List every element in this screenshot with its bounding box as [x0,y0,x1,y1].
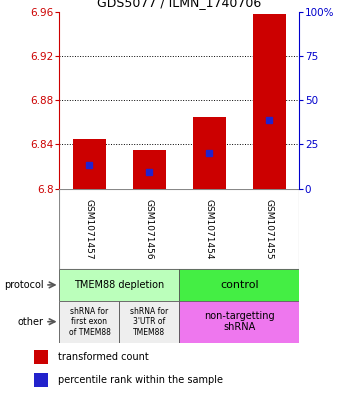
Text: transformed count: transformed count [58,352,149,362]
Text: protocol: protocol [4,280,44,290]
Text: non-targetting
shRNA: non-targetting shRNA [204,311,275,332]
Text: TMEM88 depletion: TMEM88 depletion [74,280,165,290]
Bar [180,269,299,301]
Bar [133,150,166,189]
Text: shRNA for
first exon
of TMEM88: shRNA for first exon of TMEM88 [69,307,110,336]
Text: other: other [18,317,44,327]
Bar [59,301,119,343]
Text: shRNA for
3'UTR of
TMEM88: shRNA for 3'UTR of TMEM88 [130,307,169,336]
Bar [59,269,180,301]
Bar [73,139,106,189]
Text: GSM1071456: GSM1071456 [145,198,154,259]
Bar [34,350,48,364]
Text: percentile rank within the sample: percentile rank within the sample [58,375,223,385]
Bar [253,14,286,189]
Text: GSM1071454: GSM1071454 [205,199,214,259]
Bar [193,117,226,189]
Bar [34,373,48,387]
Bar [119,301,180,343]
Text: control: control [220,280,259,290]
Text: GSM1071457: GSM1071457 [85,198,94,259]
Text: GSM1071455: GSM1071455 [265,198,274,259]
Title: GDS5077 / ILMN_1740706: GDS5077 / ILMN_1740706 [97,0,261,9]
Bar [59,189,299,269]
Bar [180,301,299,343]
